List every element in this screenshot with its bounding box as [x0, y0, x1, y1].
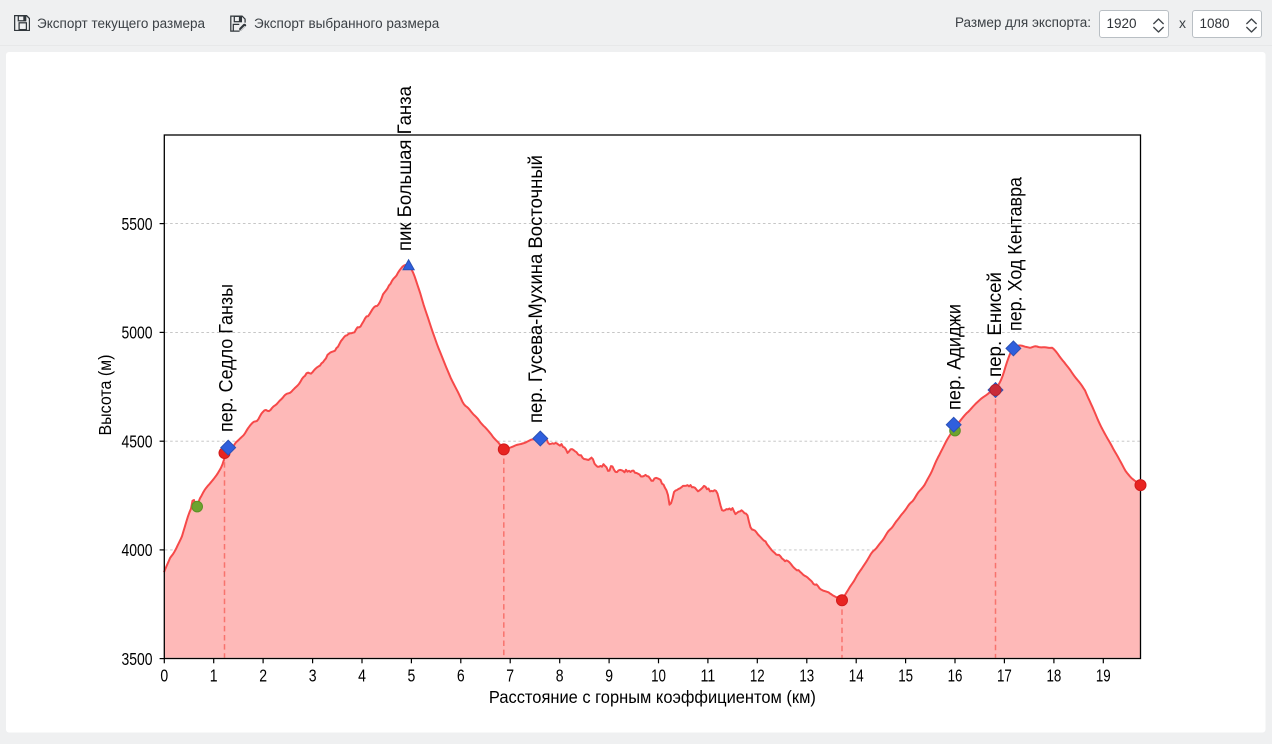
svg-text:5000: 5000: [122, 323, 153, 343]
svg-text:пик Большая Ганза: пик Большая Ганза: [395, 86, 416, 251]
svg-text:5: 5: [408, 665, 416, 685]
svg-text:пер. Ход Кентавра: пер. Ход Кентавра: [1005, 177, 1026, 331]
svg-text:17: 17: [997, 665, 1012, 685]
svg-text:19: 19: [1096, 665, 1111, 685]
svg-text:10: 10: [651, 665, 666, 685]
svg-text:4000: 4000: [122, 540, 153, 560]
svg-text:9: 9: [605, 665, 613, 685]
svg-text:12: 12: [750, 665, 765, 685]
svg-text:пер. Адиджи: пер. Адиджи: [945, 304, 966, 410]
svg-text:4500: 4500: [122, 432, 153, 452]
svg-text:7: 7: [506, 665, 514, 685]
svg-text:4: 4: [358, 665, 366, 685]
svg-text:16: 16: [948, 665, 963, 685]
svg-text:11: 11: [701, 665, 716, 685]
svg-text:8: 8: [556, 665, 564, 685]
svg-text:15: 15: [898, 665, 913, 685]
svg-text:пер. Енисей: пер. Енисей: [985, 272, 1006, 377]
svg-text:14: 14: [849, 665, 864, 685]
svg-text:5500: 5500: [122, 214, 153, 234]
svg-text:Высота (м): Высота (м): [95, 355, 115, 436]
svg-text:13: 13: [799, 665, 814, 685]
svg-text:пер. Седло Ганзы: пер. Седло Ганзы: [217, 284, 238, 432]
svg-text:Расстояние с горным коэффициен: Расстояние с горным коэффициентом (км): [489, 687, 816, 707]
svg-text:6: 6: [457, 665, 465, 685]
svg-text:0: 0: [160, 665, 168, 685]
svg-text:пер. Гусева-Мухина Восточный: пер. Гусева-Мухина Восточный: [526, 155, 547, 423]
svg-text:18: 18: [1047, 665, 1062, 685]
svg-text:3: 3: [309, 665, 317, 685]
svg-text:2: 2: [259, 665, 267, 685]
svg-text:3500: 3500: [122, 649, 153, 669]
svg-text:1: 1: [210, 665, 218, 685]
